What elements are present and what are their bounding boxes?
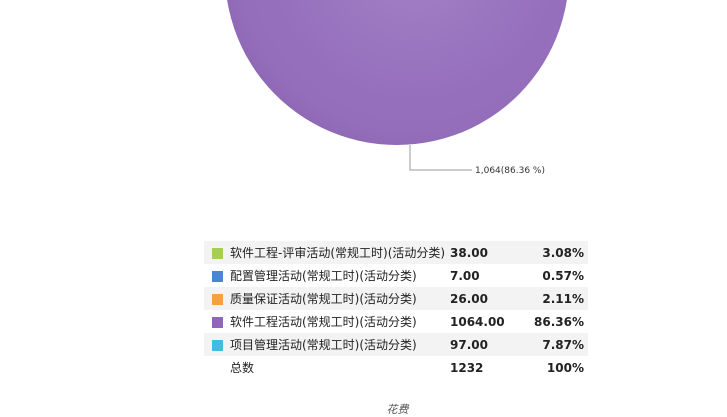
chart-footer-label: 花费	[386, 403, 409, 416]
legend-name: 项目管理活动(常规工时)(活动分类)	[230, 333, 450, 356]
pie-shading	[227, 0, 567, 145]
legend-swatch	[211, 339, 223, 351]
legend-name: 软件工程活动(常规工时)(活动分类)	[230, 315, 417, 329]
slice-label-leader-line	[409, 145, 472, 171]
legend-percent: 2.11%	[520, 287, 588, 310]
legend-value: 38.00	[450, 241, 520, 264]
legend-name: 配置管理活动(常规工时)(活动分类)	[230, 269, 417, 283]
pie-chart: 1,064(86.36 %)	[227, 0, 567, 176]
legend-percent: 86.36%	[534, 314, 584, 329]
legend-swatch	[211, 316, 223, 328]
legend-row: 配置管理活动(常规工时)(活动分类) 7.00 0.57%	[204, 264, 588, 287]
legend-total-value: 1232	[450, 360, 484, 375]
legend-swatch	[211, 293, 223, 305]
legend-row: 质量保证活动(常规工时)(活动分类) 26.00 2.11%	[204, 287, 588, 310]
legend-row: 项目管理活动(常规工时)(活动分类) 97.00 7.87%	[204, 333, 588, 356]
legend-swatch	[211, 247, 223, 259]
legend-percent: 7.87%	[520, 333, 588, 356]
legend-value: 97.00	[450, 333, 520, 356]
legend-name: 软件工程-评审活动(常规工时)(活动分类)	[230, 241, 450, 264]
legend-total-label: 总数	[230, 361, 255, 375]
legend-row: 软件工程活动(常规工时)(活动分类) 1064.00 86.36%	[204, 310, 588, 333]
legend-name: 质量保证活动(常规工时)(活动分类)	[230, 287, 450, 310]
legend-value: 26.00	[450, 287, 520, 310]
legend-total-percent: 100%	[546, 360, 584, 375]
legend-percent: 3.08%	[520, 241, 588, 264]
legend-value: 1064.00	[450, 314, 505, 329]
legend-percent: 0.57%	[542, 268, 584, 283]
slice-label-software-engineering: 1,064(86.36 %)	[475, 166, 545, 176]
legend-total-row: 总数 1232 100%	[204, 356, 588, 379]
legend-table: 软件工程-评审活动(常规工时)(活动分类) 38.00 3.08% 配置管理活动…	[204, 241, 588, 379]
legend-row: 软件工程-评审活动(常规工时)(活动分类) 38.00 3.08%	[204, 241, 588, 264]
legend-swatch	[211, 270, 223, 282]
legend-value: 7.00	[450, 268, 480, 283]
